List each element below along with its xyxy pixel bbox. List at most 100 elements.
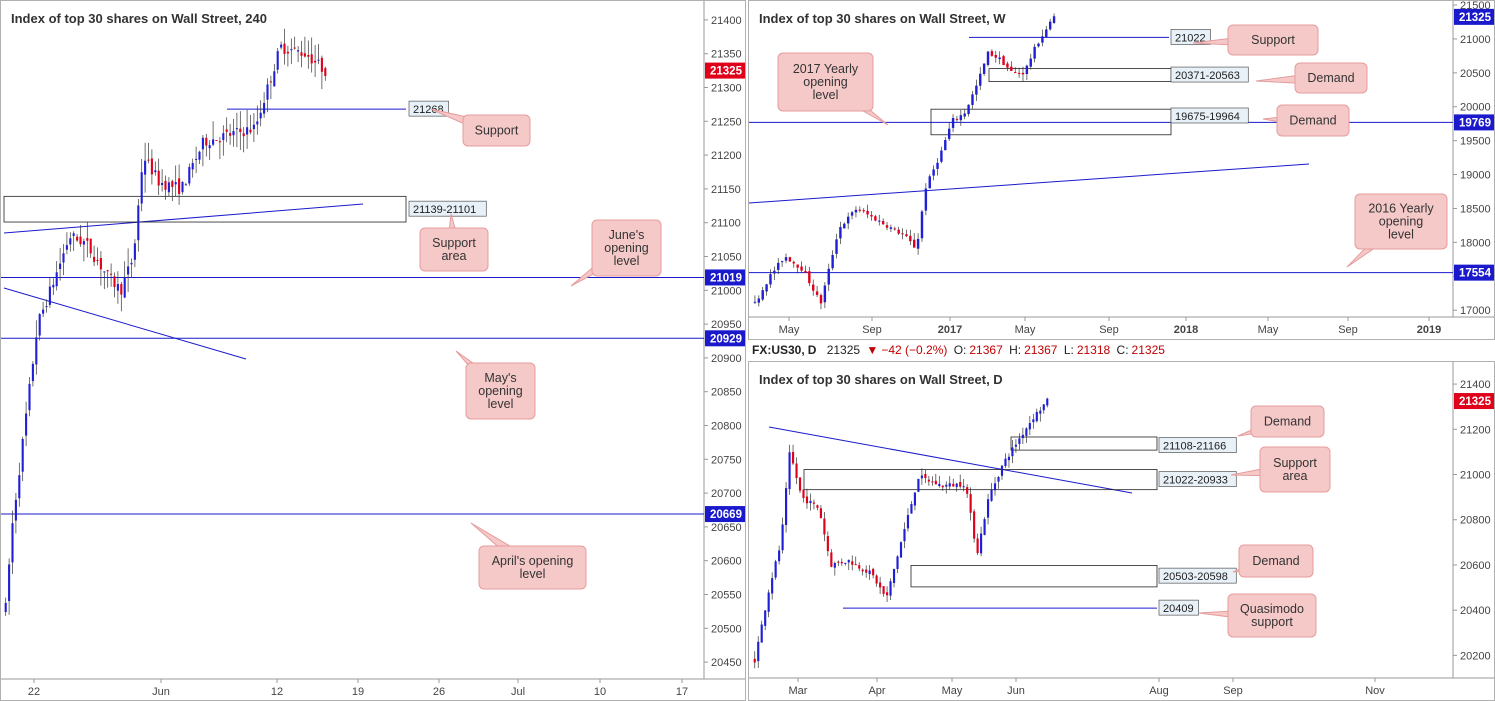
w-candle [765, 284, 768, 292]
d-candle [875, 575, 878, 584]
h4-candle [103, 271, 106, 273]
h4-trendline-resistance [3, 287, 247, 360]
h4-candle [290, 49, 293, 51]
w-y-tick-label: 20500 [1460, 68, 1491, 80]
d-y-tick-label: 21400 [1460, 379, 1491, 391]
h4-candle [201, 137, 204, 150]
d-candle [861, 569, 864, 572]
weekly-chart-canvas[interactable]: 21500 21000 20500 20000 19500 19000 18500 18000… [749, 1, 1495, 340]
w-level-17554-badge-text: 17554 [1459, 268, 1492, 280]
weekly-chart-panel[interactable]: Index of top 30 shares on Wall Street, W… [748, 0, 1495, 340]
h4-y-tick-label: 20600 [711, 556, 742, 568]
w-callout-yearly-2017-text: opening [803, 75, 848, 89]
w-candle [940, 150, 943, 162]
d-candle [983, 519, 986, 535]
h4-candle [242, 133, 245, 137]
daily-chart-panel[interactable]: Index of top 30 shares on Wall Street, D… [748, 361, 1495, 701]
d-candle [1014, 444, 1017, 447]
w-candle [843, 223, 846, 229]
d-candle [767, 592, 770, 612]
h4-chart-panel[interactable]: Index of top 30 shares on Wall Street, 2… [0, 0, 746, 701]
h4-candle [4, 602, 7, 613]
w-candle [788, 257, 792, 262]
d-level-quasimodo-label-text: 20409 [1163, 603, 1194, 615]
h4-candle [293, 47, 296, 49]
w-callout-yearly-2016-box [1354, 193, 1448, 250]
w-candle [924, 188, 928, 211]
w-candle [761, 290, 764, 300]
h4-candle [45, 306, 48, 308]
h4-candle [252, 124, 255, 130]
h4-trendline-support [3, 203, 364, 234]
h4-y-tick-label: 21100 [711, 218, 741, 230]
d-candle [899, 542, 903, 558]
w-candle [998, 57, 1001, 60]
h4-candle [256, 121, 259, 125]
d-callout-demand-2: Demand [1232, 544, 1314, 578]
symbol-info-bar: FX:US30, D 21325 ▼ −42 (−0.2%) O: 21367 H: 2… [748, 340, 1495, 360]
d-candle [1025, 428, 1028, 436]
d-candle [851, 561, 854, 565]
d-candle [973, 511, 976, 539]
d-candle [896, 556, 899, 569]
h4-callout-support-area-text: Support [432, 236, 476, 250]
h4-level-badge-text: 20929 [710, 333, 742, 345]
d-x-tick-label: May [942, 685, 963, 697]
w-callout-demand-1-box [1294, 62, 1368, 94]
w-candle [897, 229, 900, 234]
d-candle [868, 570, 871, 574]
high-value: 21367 [1024, 343, 1058, 357]
d-callout-demand-1-text: Demand [1264, 415, 1311, 429]
d-candle [997, 477, 1000, 482]
h4-x-tick-label: Jul [511, 686, 525, 698]
w-callout-support-text: Support [1251, 33, 1295, 47]
d-candle [910, 504, 913, 514]
h4-candle [222, 133, 225, 141]
d-candle [812, 502, 816, 504]
d-y-tick-label: 20600 [1460, 560, 1491, 572]
h4-candle [69, 238, 72, 245]
daily-chart-title: Index of top 30 shares on Wall Street, D [759, 372, 1003, 387]
daily-chart-canvas[interactable]: 21400 21200 21000 20800 20600 20400 20200 Mar Ap… [749, 362, 1495, 701]
h4-chart-canvas[interactable]: 21400 21350 21300 21250 21200 21150 21100 21050… [1, 1, 746, 701]
w-candle [804, 270, 807, 273]
h4-candle [235, 128, 238, 130]
h4-callout-june-text: opening [604, 241, 649, 255]
d-y-tick-label: 21000 [1460, 470, 1491, 482]
last-value: 21325 [826, 343, 861, 357]
change-value: −42 (−0.2%) [881, 343, 948, 357]
h4-candle [140, 172, 143, 204]
w-candle [878, 220, 881, 222]
h4-candle [198, 151, 201, 160]
h4-y-tick-label: 21350 [711, 49, 742, 61]
d-candle [788, 452, 791, 490]
d-x-tick-label: Jun [1007, 685, 1025, 697]
h4-callout-support-text: Support [475, 124, 519, 138]
h4-candle [21, 439, 24, 472]
w-y-tick-label: 21000 [1460, 34, 1491, 46]
h4-y-tick-label: 20750 [711, 454, 742, 466]
h4-y-tick-label: 20800 [711, 421, 742, 433]
w-callout-yearly-2017-text: level [813, 88, 839, 102]
h4-candle [164, 180, 167, 190]
w-x-tick-label: May [1258, 324, 1279, 336]
d-candle [879, 582, 882, 588]
h4-candle [65, 245, 68, 250]
d-candle [781, 524, 784, 551]
w-candle [990, 51, 994, 56]
w-callout-yearly-2016-text: 2016 Yearly [1368, 202, 1434, 216]
w-candle [866, 210, 869, 215]
d-candle [830, 552, 833, 567]
h4-candle [266, 84, 269, 100]
d-y-tick-label: 20200 [1460, 650, 1491, 662]
d-candle [892, 568, 896, 584]
d-trendline [768, 426, 1133, 494]
w-candle [800, 266, 803, 271]
w-candle [979, 73, 982, 86]
w-candle [808, 271, 811, 284]
w-candle [846, 216, 850, 224]
d-candle [924, 473, 927, 479]
w-candle [812, 284, 815, 291]
